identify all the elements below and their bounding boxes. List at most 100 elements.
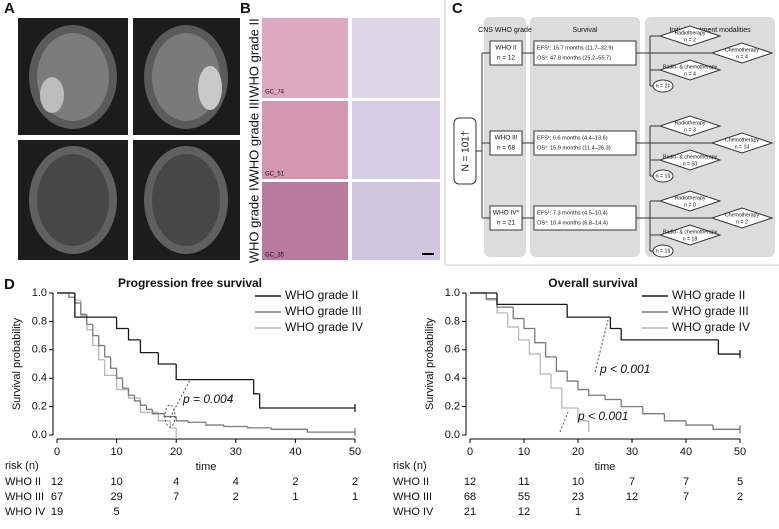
survival-step bbox=[115, 375, 129, 391]
treatment-diamond bbox=[710, 207, 774, 229]
risk-title: risk (n) bbox=[393, 460, 427, 472]
x-tick-label: 40 bbox=[680, 446, 692, 458]
annotation-guide bbox=[169, 379, 191, 419]
survival-step bbox=[534, 328, 546, 344]
x-tick-label: 0 bbox=[54, 446, 60, 458]
risk-count: 7 bbox=[683, 491, 689, 503]
efs: EFS¹: 7.3 months (4.5–10.4) bbox=[537, 210, 608, 216]
survival-step bbox=[157, 352, 177, 365]
efs: EFS¹: 6.6 months (4.4–13.6) bbox=[537, 135, 608, 141]
survival-step bbox=[253, 379, 260, 395]
y-tick-label: 0.6 bbox=[445, 344, 460, 356]
y-axis-label: Survival probability bbox=[11, 317, 23, 410]
treatment-n: n = 4 bbox=[684, 71, 696, 77]
survival-step bbox=[561, 388, 578, 409]
y-tick-label: 0.0 bbox=[32, 429, 47, 441]
y-tick-label: 0.2 bbox=[32, 401, 47, 413]
y-tick-label: 0.4 bbox=[32, 372, 47, 384]
risk-count: 11 bbox=[518, 476, 529, 488]
treatment-n: n = 3 bbox=[684, 127, 696, 133]
panel-label: A bbox=[4, 0, 15, 17]
survival-step bbox=[92, 324, 99, 337]
annotation-guide bbox=[164, 404, 176, 428]
risk-label: WHO II bbox=[393, 476, 429, 488]
x-tick-label: 20 bbox=[170, 446, 182, 458]
survival-step bbox=[68, 293, 75, 298]
y-tick-label: 0.2 bbox=[445, 401, 460, 413]
survival-step bbox=[306, 429, 355, 433]
risk-count: 12 bbox=[51, 476, 63, 488]
survival-step bbox=[74, 293, 81, 301]
survival-step bbox=[133, 395, 141, 402]
survival-step bbox=[151, 409, 165, 415]
risk-label: WHO IV bbox=[5, 506, 46, 518]
grade: WHO IV* bbox=[493, 210, 520, 217]
treatment-n: n = 4 bbox=[736, 54, 748, 60]
survival-box bbox=[533, 130, 637, 156]
other-n: n = 1§ bbox=[656, 173, 671, 179]
survival-box bbox=[533, 40, 637, 66]
column-header: Survival bbox=[573, 27, 598, 34]
treatment: Radiotherapy bbox=[675, 30, 706, 36]
legend-label: WHO grade III bbox=[285, 304, 362, 318]
survival-step bbox=[163, 413, 177, 418]
survival-step bbox=[92, 329, 99, 347]
y-tick-label: 1.0 bbox=[32, 287, 47, 299]
survival-step bbox=[258, 393, 355, 409]
survival-step bbox=[139, 400, 147, 406]
p-value: p < 0.001 bbox=[577, 409, 628, 423]
survival-step bbox=[544, 342, 557, 358]
survival-step bbox=[187, 420, 206, 423]
treatment-diamond bbox=[710, 42, 774, 64]
survival-step bbox=[555, 356, 568, 372]
x-tick-label: 20 bbox=[572, 446, 584, 458]
risk-count: 21 bbox=[464, 506, 476, 518]
survival-step bbox=[127, 388, 135, 396]
treatment: Chemotherapy bbox=[725, 212, 759, 218]
survival-step bbox=[86, 315, 93, 331]
survival-step bbox=[74, 293, 117, 318]
survival-step bbox=[620, 328, 719, 341]
x-tick-label: 40 bbox=[289, 446, 301, 458]
treatment-n: n = 14 bbox=[735, 144, 750, 150]
survival-step bbox=[712, 425, 740, 430]
grade: WHO II bbox=[495, 45, 516, 52]
survival-step bbox=[86, 314, 93, 325]
survival-step bbox=[80, 302, 87, 315]
survival-step bbox=[98, 345, 105, 361]
p-value: p = 0.004 bbox=[182, 392, 234, 406]
survival-step bbox=[115, 317, 129, 330]
risk-count: 5 bbox=[114, 506, 120, 518]
chart-title: Progression free survival bbox=[118, 276, 262, 290]
survival-step bbox=[620, 399, 643, 408]
row-label: WHO grade IV bbox=[246, 178, 261, 263]
os: OS¹: 47.8 months (25.2–55.7) bbox=[537, 55, 611, 61]
chart-title: Overall survival bbox=[548, 276, 637, 290]
survival-step bbox=[139, 339, 159, 354]
os: OS¹: 15.9 months (11.4–26.3) bbox=[537, 145, 611, 151]
risk-count: 2 bbox=[292, 476, 298, 488]
risk-count: 4 bbox=[173, 476, 179, 488]
grade-n: n = 12 bbox=[497, 55, 516, 62]
treatment-diamond bbox=[658, 149, 722, 171]
survival-step bbox=[588, 389, 605, 396]
sample-id: GC_35 bbox=[265, 253, 285, 259]
grade-box bbox=[489, 205, 523, 231]
x-axis-label: time bbox=[196, 461, 217, 473]
treatment-n: n = 50 bbox=[683, 161, 698, 167]
sample-id: GC_74 bbox=[265, 90, 285, 96]
survival-step bbox=[512, 307, 524, 320]
treatment: Radio- & chemotherapy bbox=[663, 229, 718, 235]
survival-step bbox=[169, 420, 177, 429]
row-label: WHO grade II bbox=[246, 18, 261, 97]
y-axis-label: Survival probability bbox=[424, 317, 436, 410]
treatment: Radiotherapy bbox=[675, 195, 706, 201]
survival-step bbox=[223, 425, 248, 428]
x-tick-label: 50 bbox=[734, 446, 746, 458]
treatment-n: n = 2 bbox=[684, 37, 696, 43]
legend-label: WHO grade II bbox=[672, 288, 745, 302]
p-value: p < 0.001 bbox=[599, 362, 650, 376]
survival-step bbox=[104, 359, 117, 377]
grade: WHO III bbox=[494, 135, 517, 142]
